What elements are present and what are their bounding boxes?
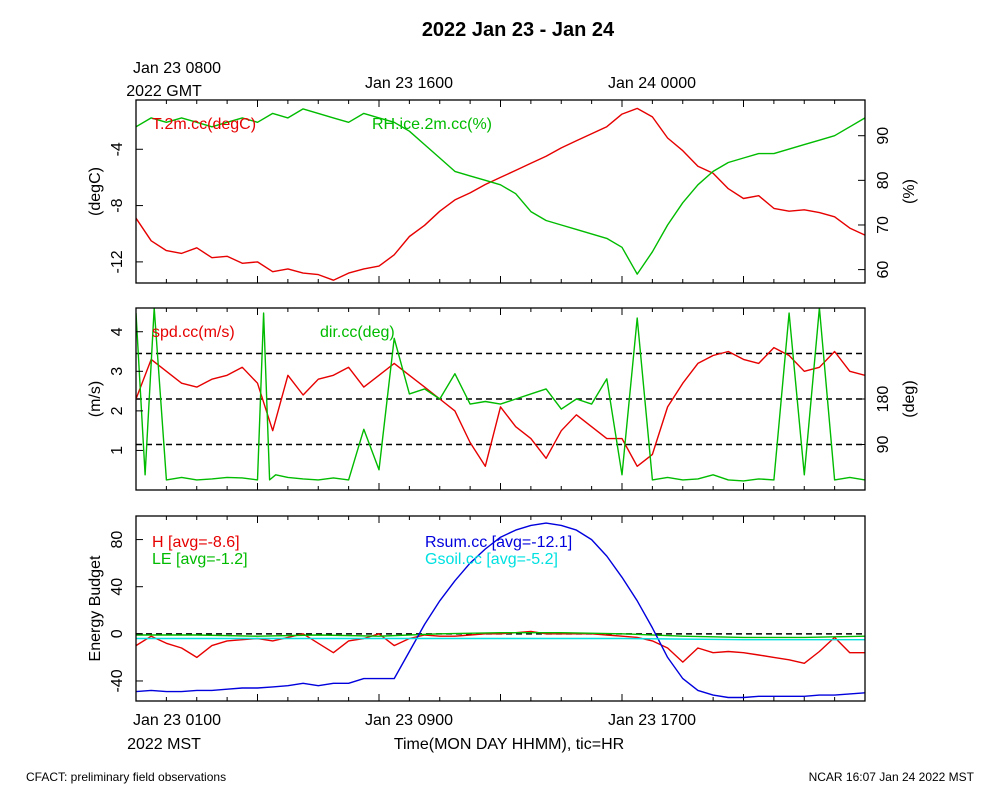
bottom-axis-label-2: Jan 23 1700	[608, 712, 696, 729]
y-axis-title-right: (%)	[901, 179, 918, 204]
y-axis-title-left: (m/s)	[87, 381, 104, 417]
y-tick-label-left: -8	[109, 198, 126, 212]
footer-left: CFACT: preliminary field observations	[26, 770, 226, 784]
y-tick-label-left: 2	[109, 406, 126, 415]
y-tick-label-left: 4	[109, 327, 126, 336]
y-tick-label-left: 0	[109, 629, 126, 638]
y-tick-label-right: 80	[875, 171, 892, 189]
bottom-axis-label-1: Jan 23 0900	[365, 712, 453, 729]
y-axis-title-left: Energy Budget	[87, 555, 104, 661]
y-tick-label-right: 180	[875, 386, 892, 413]
y-tick-label-left: -4	[109, 142, 126, 156]
top-axis-first-label-line1: Jan 23 0800	[133, 60, 221, 77]
series-line-1	[136, 632, 865, 639]
temperature-humidity-panel: -4 -8 -12 90 80 70 60 (degC) (%) T.2m.cc(degC) RH.…	[87, 99, 918, 284]
plot-frame	[135, 99, 866, 284]
series-line-0	[136, 107, 865, 281]
top-axis-first-label-line2: 2022 GMT	[126, 83, 202, 100]
y-tick-label-left: 40	[109, 578, 126, 596]
y-tick-label-left: -40	[109, 669, 126, 692]
y-tick-label-left: 1	[109, 446, 126, 455]
y-tick-label-left: 3	[109, 367, 126, 376]
series-line-2	[136, 522, 865, 699]
series-line-1	[136, 308, 865, 482]
y-tick-label-left: 80	[109, 531, 126, 549]
y-axis-title-left: (degC)	[87, 167, 104, 216]
wind-panel: 1 2 3 4 90 180 (m/s) (deg) spd.cc(m/s) dir.cc(deg…	[87, 307, 918, 491]
legend-label-0: H [avg=-8.6]	[152, 534, 240, 551]
y-axis-title-right: (deg)	[901, 380, 918, 417]
y-tick-label-right: 70	[875, 216, 892, 234]
y-tick-label-right: 90	[875, 436, 892, 454]
top-axis-label-1: Jan 23 1600	[365, 75, 453, 92]
y-tick-label-right: 60	[875, 261, 892, 279]
plot-frame	[135, 515, 866, 702]
series-line-0	[136, 346, 865, 467]
bottom-axis-first-label-line2: 2022 MST	[127, 736, 201, 753]
y-tick-label-left: -12	[109, 250, 126, 273]
x-axis-title: Time(MON DAY HHMM), tic=HR	[394, 736, 624, 753]
legend-label-3: Gsoil.cc [avg=-5.2]	[425, 551, 558, 568]
legend-label-0: spd.cc(m/s)	[152, 324, 235, 341]
legend-label-1: dir.cc(deg)	[320, 324, 395, 341]
bottom-axis-first-label-line1: Jan 23 0100	[133, 712, 221, 729]
legend-label-2: Rsum.cc [avg=-12.1]	[425, 534, 572, 551]
series-line-3	[136, 637, 865, 641]
footer-right: NCAR 16:07 Jan 24 2022 MST	[809, 770, 975, 784]
y-tick-label-right: 90	[875, 127, 892, 145]
legend-label-0: T.2m.cc(degC)	[152, 116, 256, 133]
legend-label-1: LE [avg=-1.2]	[152, 551, 248, 568]
series-line-1	[136, 108, 865, 275]
chart-title: 2022 Jan 23 - Jan 24	[422, 19, 615, 41]
energy-budget-panel: 80 40 0 -40 Energy Budget H [avg=-8.6]LE [avg…	[87, 515, 866, 702]
top-axis-label-2: Jan 24 0000	[608, 75, 696, 92]
legend-label-1: RH.ice.2m.cc(%)	[372, 116, 492, 133]
